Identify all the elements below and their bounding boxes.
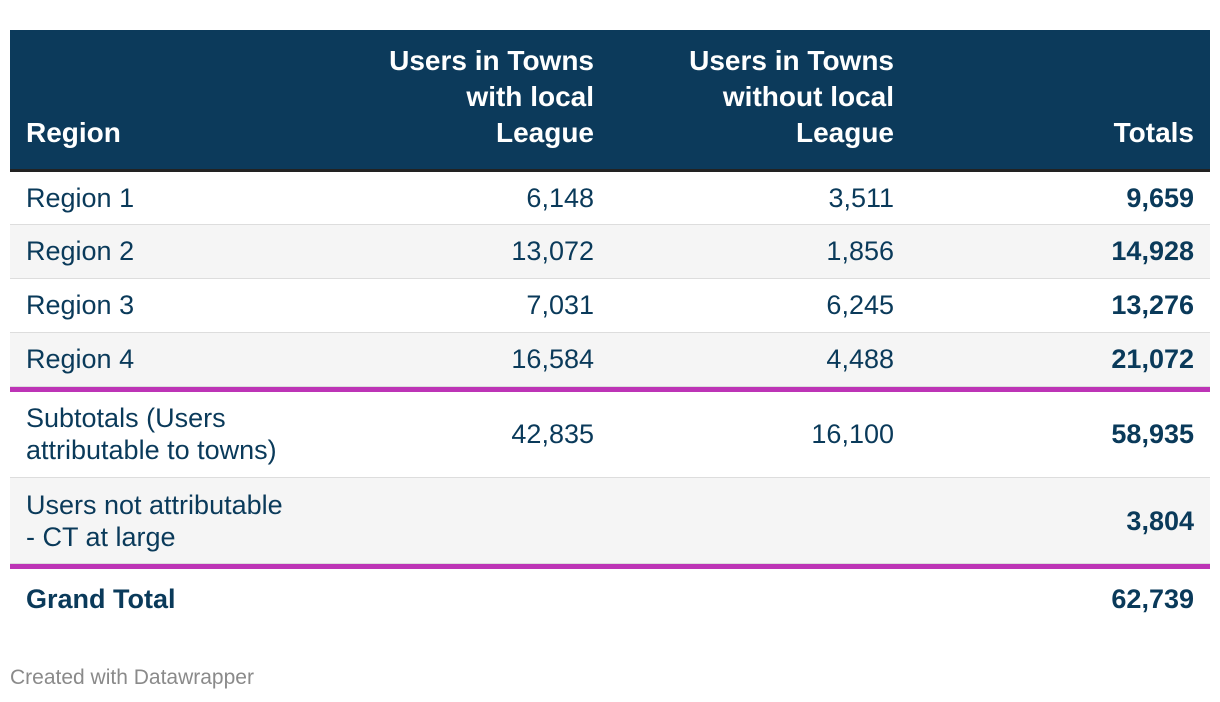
header-without-league-line: without local bbox=[722, 80, 894, 112]
grand-total-row: Grand Total 62,739 bbox=[10, 569, 1210, 629]
grand-total-without-league bbox=[610, 569, 910, 629]
header-with-league: Users in Towns with local League bbox=[310, 30, 610, 172]
not-attributable-row: Users not attributable - CT at large 3,8… bbox=[10, 477, 1210, 564]
cell-total: 9,659 bbox=[910, 170, 1210, 225]
header-without-league-line: League bbox=[795, 116, 894, 148]
cell-without-league: 1,856 bbox=[610, 224, 910, 279]
header-without-league: Users in Towns without local League bbox=[610, 30, 910, 172]
table-row: Region 4 16,584 4,488 21,072 bbox=[10, 332, 1210, 387]
header-totals: Totals bbox=[910, 30, 1210, 172]
cell-with-league: 16,584 bbox=[310, 332, 610, 387]
data-table: Region Users in Towns with local League … bbox=[10, 30, 1210, 629]
grand-total-value: 62,739 bbox=[1111, 584, 1194, 614]
table-header: Region Users in Towns with local League … bbox=[10, 30, 1210, 172]
cell-without-league: 6,245 bbox=[610, 278, 910, 333]
subtotals-label-line: attributable to towns) bbox=[26, 435, 277, 466]
cell-total: 21,072 bbox=[910, 332, 1210, 387]
grand-total-with-league bbox=[310, 569, 610, 629]
table-row: Region 3 7,031 6,245 13,276 bbox=[10, 278, 1210, 333]
cell-region: Region 4 bbox=[10, 332, 310, 387]
table-row: Region 2 13,072 1,856 14,928 bbox=[10, 224, 1210, 279]
not-attributable-label-line: Users not attributable bbox=[26, 489, 283, 520]
header-row: Region Users in Towns with local League … bbox=[10, 30, 1210, 172]
cell-region: Region 1 bbox=[10, 170, 310, 225]
not-attributable-label-line: - CT at large bbox=[26, 521, 176, 552]
not-attributable-label: Users not attributable - CT at large bbox=[10, 477, 310, 564]
cell-region: Region 2 bbox=[10, 224, 310, 279]
subtotals-without-league: 16,100 bbox=[610, 391, 910, 478]
header-with-league-line: with local bbox=[466, 80, 594, 112]
cell-total: 13,276 bbox=[910, 278, 1210, 333]
separator-cell bbox=[10, 386, 1210, 392]
cell-total: 14,928 bbox=[910, 224, 1210, 279]
cell-region: Region 3 bbox=[10, 278, 310, 333]
subtotals-with-league: 42,835 bbox=[310, 391, 610, 478]
not-attributable-total: 3,804 bbox=[910, 477, 1210, 564]
subtotals-total: 58,935 bbox=[910, 391, 1210, 478]
cell-with-league: 13,072 bbox=[310, 224, 610, 279]
cell-without-league: 3,511 bbox=[610, 170, 910, 225]
cell-without-league: 4,488 bbox=[610, 332, 910, 387]
header-with-league-line: Users in Towns bbox=[389, 44, 594, 76]
header-without-league-line: Users in Towns bbox=[689, 44, 894, 76]
cell-with-league: 6,148 bbox=[310, 170, 610, 225]
data-table-container: Region Users in Towns with local League … bbox=[10, 30, 1210, 629]
subtotals-row: Subtotals (Users attributable to towns) … bbox=[10, 391, 1210, 478]
datawrapper-credit[interactable]: Created with Datawrapper bbox=[10, 666, 254, 689]
cell-with-league: 7,031 bbox=[310, 278, 610, 333]
table-row: Region 1 6,148 3,511 9,659 bbox=[10, 170, 1210, 225]
not-attributable-without-league bbox=[610, 477, 910, 564]
separator-cell bbox=[10, 563, 1210, 569]
separator-line bbox=[10, 386, 1210, 392]
table-body: Region 1 6,148 3,511 9,659 Region 2 13,0… bbox=[10, 170, 1210, 629]
subtotals-label: Subtotals (Users attributable to towns) bbox=[10, 391, 310, 478]
separator-line bbox=[10, 563, 1210, 569]
subtotals-label-line: Subtotals (Users bbox=[26, 403, 226, 434]
grand-total-label: Grand Total bbox=[26, 584, 176, 614]
not-attributable-with-league bbox=[310, 477, 610, 564]
header-region: Region bbox=[10, 30, 310, 172]
header-with-league-line: League bbox=[495, 116, 594, 148]
